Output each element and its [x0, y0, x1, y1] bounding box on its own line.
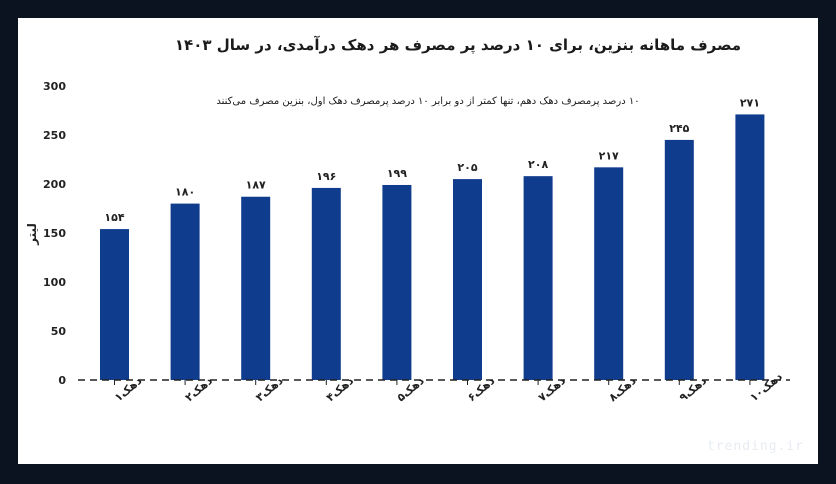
- bar: [382, 184, 412, 380]
- bar-value-label: ۱۹۹: [387, 167, 407, 180]
- chart-subtitle: ۱۰ درصد پرمصرف دهک دهم، تنها کمتر از دو …: [216, 96, 639, 107]
- chart-title: مصرف ماهانه بنزین، برای ۱۰ درصد پر مصرف …: [175, 36, 741, 55]
- y-tick-label: 150: [43, 227, 66, 240]
- bar: [100, 229, 129, 380]
- y-tick-label: 50: [51, 325, 67, 338]
- bar-value-label: ۱۸۰: [175, 186, 195, 199]
- bar-value-label: ۱۵۴: [104, 211, 124, 224]
- value-labels: ۱۵۴ ۱۸۰ ۱۸۷ ۱۹۶ ۱۹۹ ۲۰۵ ۲۰۸ ۲۱۷ ۲۴۵ ۲۷۱: [104, 96, 760, 224]
- bar-value-label: ۱۸۷: [246, 179, 266, 192]
- bars-group: [100, 114, 765, 381]
- y-axis-label: لیتر: [25, 223, 39, 246]
- bar: [311, 187, 341, 380]
- bar-value-label: ۲۷۱: [740, 96, 760, 109]
- bar: [523, 176, 553, 380]
- y-tick-label: 300: [43, 80, 66, 93]
- bar: [735, 114, 765, 381]
- bar-value-label: ۲۱۷: [599, 149, 619, 162]
- y-tick-label: 100: [43, 276, 66, 289]
- bar: [170, 203, 200, 380]
- y-axis: 0 50 100 150 200 250 300: [43, 80, 66, 387]
- bar: [664, 139, 694, 380]
- bar-value-label: ۲۰۸: [528, 158, 548, 171]
- bar: [241, 196, 271, 380]
- brand-watermark: trending.ir: [706, 439, 804, 454]
- bar-value-label: ۲۴۵: [669, 122, 689, 135]
- bar: [453, 179, 482, 380]
- bar: [594, 167, 624, 380]
- chart-panel: مصرف ماهانه بنزین، برای ۱۰ درصد پر مصرف …: [18, 18, 818, 464]
- y-tick-label: 250: [43, 129, 66, 142]
- y-tick-label: 200: [43, 178, 66, 191]
- bar-value-label: ۲۰۵: [457, 161, 477, 174]
- y-tick-label: 0: [58, 374, 66, 387]
- bar-value-label: ۱۹۶: [316, 170, 336, 183]
- bar-chart: مصرف ماهانه بنزین، برای ۱۰ درصد پر مصرف …: [25, 36, 790, 404]
